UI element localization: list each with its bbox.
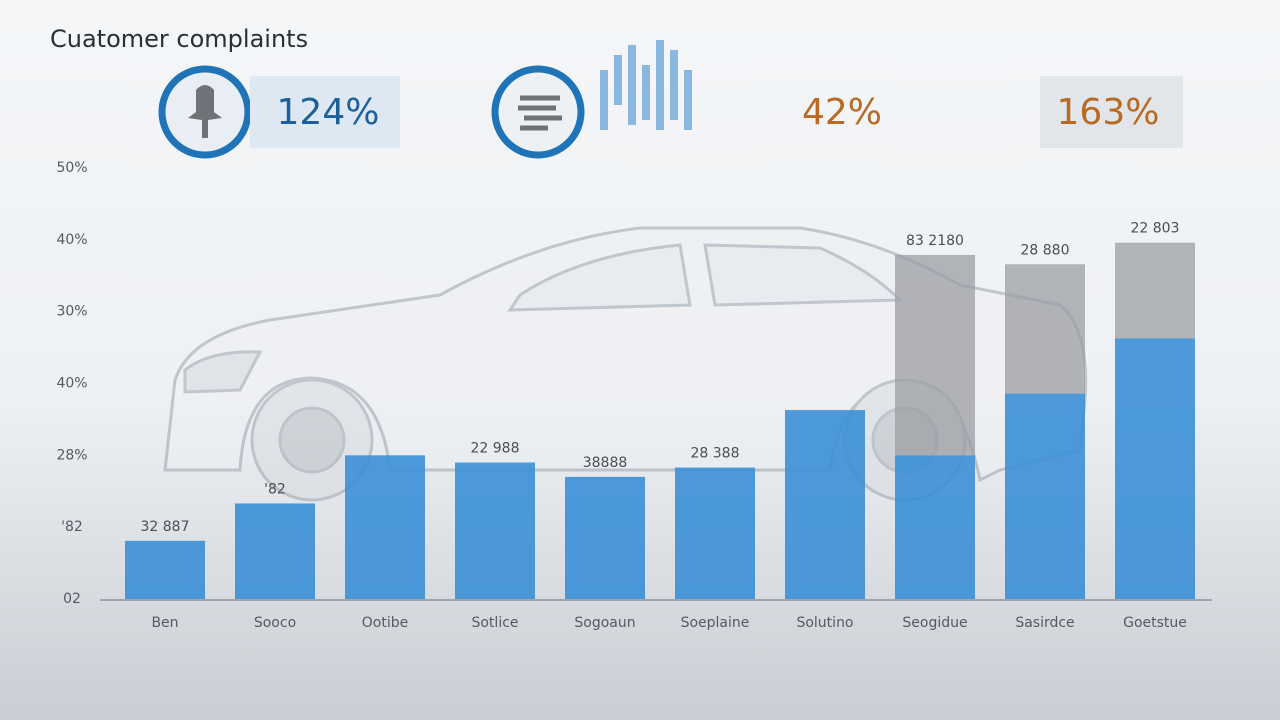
bar-label: 38888 bbox=[583, 455, 628, 471]
bar-label: 32 887 bbox=[141, 519, 190, 535]
y-tick-label: 30% bbox=[56, 304, 87, 320]
x-tick-label: Ben bbox=[151, 615, 178, 631]
x-tick-label: Sotlice bbox=[471, 615, 518, 631]
x-tick-label: Sooco bbox=[254, 615, 296, 631]
bar-segment bbox=[125, 540, 205, 599]
bar-segment bbox=[1115, 242, 1195, 339]
bar-segment bbox=[895, 455, 975, 599]
y-tick-label: 40% bbox=[56, 376, 87, 392]
bar-segment bbox=[235, 503, 315, 599]
x-tick-label: Soeplaine bbox=[681, 615, 750, 631]
y-tick-label: 02 bbox=[63, 591, 81, 607]
bar-label: 28 388 bbox=[691, 446, 740, 462]
x-tick-label: Goetstue bbox=[1123, 615, 1187, 631]
y-tick-label: 28% bbox=[56, 447, 87, 463]
kpi-value: 124% bbox=[277, 92, 380, 133]
bar-label: '82 bbox=[264, 481, 286, 497]
kpi-value: 163% bbox=[1057, 92, 1160, 133]
x-tick-label: Sogoaun bbox=[574, 615, 635, 631]
bar-label: 22 988 bbox=[471, 441, 520, 457]
bar-label: 83 2180 bbox=[906, 233, 964, 249]
bar-segment bbox=[565, 476, 645, 599]
bar-segment bbox=[345, 455, 425, 599]
y-tick-label: 50% bbox=[56, 160, 87, 176]
bar-segment bbox=[675, 467, 755, 599]
bar-label: 28 880 bbox=[1021, 242, 1070, 258]
bar-segment bbox=[1005, 264, 1085, 394]
bar-segment bbox=[785, 410, 865, 599]
bar-segment bbox=[1005, 393, 1085, 599]
x-tick-label: Sasirdce bbox=[1015, 615, 1074, 631]
y-tick-label: 40% bbox=[56, 232, 87, 248]
bar-label: 22 803 bbox=[1131, 221, 1180, 237]
bar-segment bbox=[1115, 338, 1195, 599]
bar-segment bbox=[455, 462, 535, 599]
x-tick-label: Solutino bbox=[796, 615, 853, 631]
y-tick-label: '82 bbox=[61, 519, 83, 535]
x-tick-label: Ootibe bbox=[362, 615, 408, 631]
x-tick-label: Seogidue bbox=[902, 615, 967, 631]
kpi-value: 42% bbox=[802, 92, 882, 133]
bar-segment bbox=[895, 254, 975, 456]
chart-title: Cuatomer complaints bbox=[50, 25, 308, 53]
kpi-icons bbox=[158, 40, 1183, 159]
